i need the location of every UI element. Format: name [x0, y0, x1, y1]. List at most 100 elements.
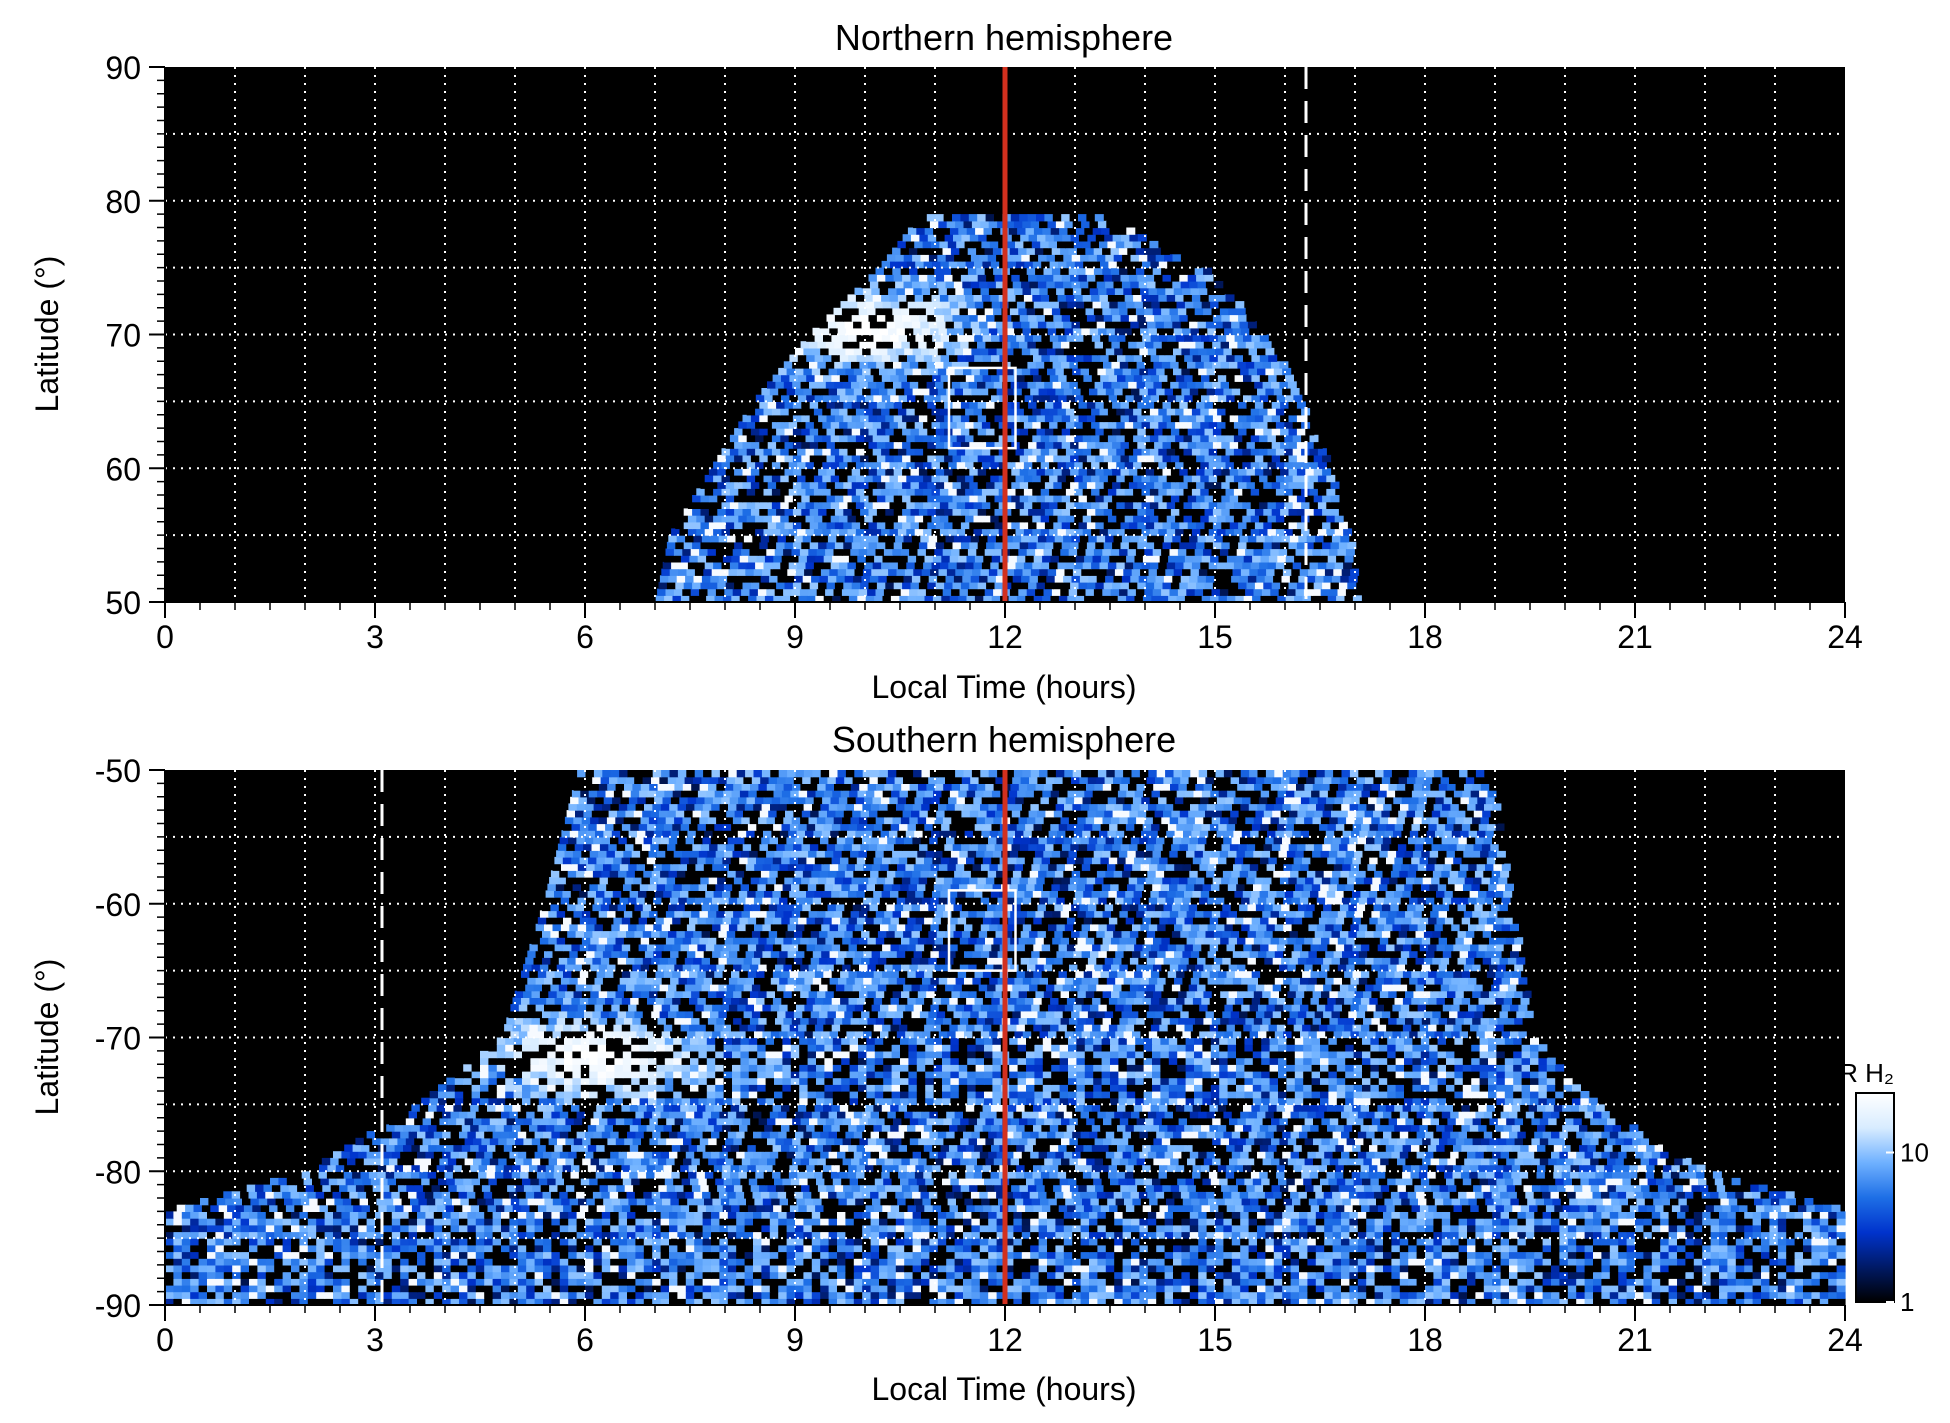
- north-heatmap-cell: [1040, 461, 1050, 469]
- north-heatmap-cell: [792, 495, 802, 503]
- south-heatmap-cell: [559, 1278, 569, 1286]
- north-heatmap-cell: [1061, 214, 1071, 222]
- north-heatmap-cell: [843, 314, 853, 322]
- north-heatmap-cell: [1220, 341, 1230, 349]
- north-heatmap-cell: [981, 240, 991, 249]
- north-heatmap-cell: [784, 428, 794, 436]
- north-heatmap-cell: [830, 501, 840, 509]
- south-heatmap-cell: [366, 1258, 376, 1266]
- north-heatmap-cell: [1075, 227, 1085, 235]
- south-heatmap-cell: [1458, 1291, 1468, 1299]
- south-heatmap-cell: [324, 1298, 334, 1306]
- north-heatmap-cell: [1092, 227, 1102, 235]
- north-heatmap-cell: [1243, 555, 1253, 563]
- south-heatmap-cell: [1097, 1271, 1107, 1279]
- northern-x-axis-label: Local Time (hours): [872, 669, 1137, 705]
- north-heatmap-cell: [935, 414, 945, 423]
- north-heatmap-cell: [687, 528, 697, 536]
- south-heatmap-cell: [1551, 1264, 1560, 1273]
- south-heatmap-cell: [215, 1298, 225, 1306]
- north-heatmap-cell: [1287, 548, 1297, 556]
- south-heatmap-cell: [1660, 1284, 1670, 1293]
- north-heatmap-cell: [902, 454, 912, 463]
- north-heatmap-cell: [819, 535, 829, 543]
- north-heatmap-cell: [1074, 421, 1084, 429]
- north-heatmap-cell: [1175, 374, 1185, 382]
- north-heatmap-cell: [935, 468, 945, 476]
- north-heatmap-cell: [1011, 581, 1021, 590]
- north-heatmap-cell: [1121, 321, 1131, 329]
- north-heatmap-cell: [831, 334, 841, 342]
- south-heatmap-cell: [1609, 1264, 1619, 1273]
- north-heatmap-cell: [881, 260, 891, 269]
- north-heatmap-cell: [952, 581, 962, 590]
- south-heatmap-cell: [870, 1298, 880, 1306]
- north-heatmap-cell: [1070, 274, 1080, 282]
- north-heatmap-cell: [799, 548, 809, 556]
- south-heatmap-cell: [643, 1278, 653, 1286]
- north-heatmap-cell: [1061, 274, 1071, 282]
- north-heatmap-cell: [752, 535, 762, 543]
- north-heatmap-cell: [896, 287, 906, 295]
- north-heatmap-cell: [1148, 287, 1158, 295]
- north-heatmap-cell: [1233, 561, 1243, 570]
- north-heatmap-cell: [1154, 541, 1164, 550]
- south-heatmap-cell: [265, 1278, 275, 1286]
- north-heatmap-cell: [750, 481, 760, 489]
- north-heatmap-cell: [1251, 334, 1261, 342]
- north-heatmap-cell: [1015, 240, 1024, 249]
- south-heatmap-cell: [1425, 1298, 1434, 1306]
- north-x-tick-label: 6: [576, 619, 594, 655]
- south-heatmap-cell: [954, 1284, 964, 1293]
- south-heatmap-cell: [1273, 1298, 1283, 1306]
- south-heatmap-cell: [408, 1258, 418, 1266]
- north-heatmap-cell: [1334, 501, 1344, 509]
- south-heatmap-cell: [249, 1264, 258, 1273]
- south-heatmap-cell: [383, 1298, 393, 1306]
- south-heatmap-cell: [929, 1284, 939, 1293]
- north-heatmap-cell: [927, 314, 937, 322]
- south-heatmap-cell: [307, 1298, 317, 1306]
- north-heatmap-cell: [1019, 361, 1028, 369]
- south-heatmap-cell: [1231, 1264, 1241, 1273]
- south-heatmap-cell: [778, 1264, 788, 1273]
- north-heatmap-cell: [1166, 421, 1176, 429]
- north-heatmap-cell: [993, 341, 1003, 349]
- north-heatmap-cell: [1162, 541, 1172, 550]
- south-heatmap-cell: [618, 1264, 628, 1273]
- north-heatmap-cell: [1114, 327, 1124, 336]
- north-heatmap-cell: [964, 240, 974, 249]
- north-heatmap-cell: [1208, 515, 1218, 523]
- north-heatmap-cell: [881, 528, 891, 536]
- south-heatmap-cell: [610, 1278, 620, 1286]
- south-heatmap-cell: [568, 1278, 578, 1286]
- south-heatmap-cell: [786, 1271, 796, 1279]
- south-heatmap-cell: [1164, 1291, 1174, 1299]
- north-heatmap-cell: [781, 595, 791, 603]
- south-heatmap-cell: [912, 1298, 922, 1306]
- north-heatmap-cell: [934, 307, 944, 316]
- north-heatmap-cell: [908, 247, 918, 255]
- south-heatmap-cell: [1366, 1298, 1376, 1306]
- north-heatmap-cell: [885, 541, 895, 550]
- north-heatmap-cell: [907, 354, 916, 362]
- north-heatmap-cell: [1024, 354, 1034, 362]
- north-heatmap-cell: [1037, 321, 1047, 329]
- north-heatmap-cell: [1288, 508, 1298, 516]
- north-heatmap-cell: [759, 441, 769, 449]
- north-heatmap-cell: [1170, 428, 1180, 436]
- south-heatmap-cell: [576, 1278, 586, 1286]
- south-heatmap-cell: [1315, 1291, 1325, 1299]
- south-heatmap-cell: [534, 1264, 544, 1273]
- north-heatmap-cell: [857, 301, 867, 309]
- north-heatmap-cell: [748, 555, 758, 563]
- north-heatmap-cell: [965, 354, 975, 362]
- north-heatmap-cell: [1246, 441, 1256, 449]
- north-heatmap-cell: [1191, 421, 1201, 429]
- north-heatmap-cell: [1049, 334, 1059, 342]
- north-heatmap-cell: [997, 220, 1007, 229]
- north-heatmap-cell: [776, 495, 786, 503]
- north-heatmap-cell: [1033, 555, 1043, 563]
- north-heatmap-cell: [792, 428, 802, 436]
- north-heatmap-cell: [1233, 501, 1243, 509]
